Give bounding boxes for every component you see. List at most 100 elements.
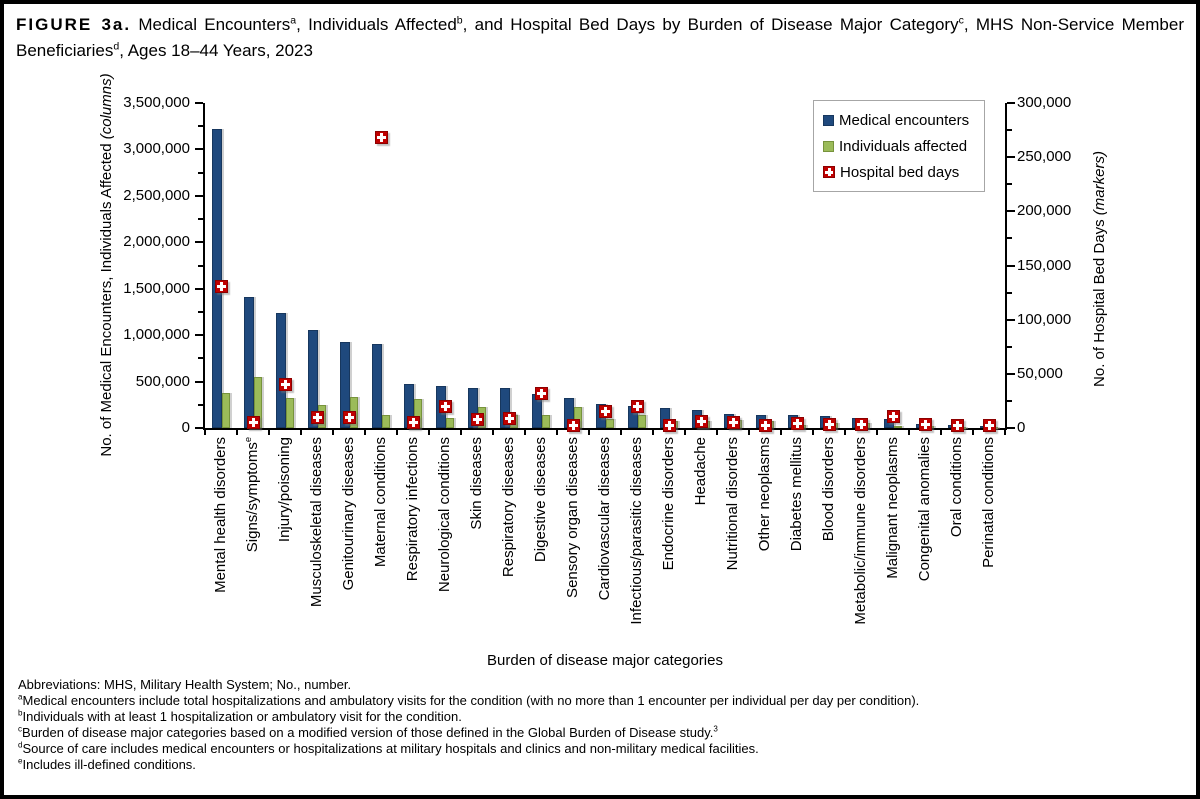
footnote-line: aMedical encounters include total hospit…	[18, 692, 920, 708]
y-axis-tick	[198, 311, 203, 313]
y-axis-tick	[195, 427, 203, 429]
bar-individuals-affected	[286, 398, 294, 428]
x-axis-tick	[908, 430, 910, 435]
x-axis-tick	[556, 430, 558, 435]
x-category-label: Digestive diseases	[532, 437, 549, 563]
x-axis-tick	[716, 430, 718, 435]
x-category-label: Skin diseases	[468, 437, 485, 530]
bottom-axis-line	[203, 428, 1007, 430]
x-category-label: Respiratory infections	[404, 437, 421, 582]
x-category-label: Diabetes mellitus	[788, 437, 805, 552]
hospital-bed-days-marker	[567, 419, 580, 432]
x-category-label: Mental health disorders	[212, 437, 229, 593]
x-axis-tick	[492, 430, 494, 435]
hospital-bed-days-marker	[375, 131, 388, 144]
x-category-label: Musculoskeletal diseases	[308, 437, 325, 608]
x-category-label: Infectious/parasitic diseases	[628, 437, 645, 625]
bar-individuals-affected	[606, 419, 614, 428]
individuals-affected-swatch-icon	[823, 140, 834, 152]
y-axis-tick	[198, 218, 203, 220]
plot-area: 0 500,000 1,000,000 1,500,000 2,000,000 2,500…	[123, 94, 1071, 625]
hospital-bed-days-marker	[247, 416, 260, 429]
y-axis-tick	[195, 288, 203, 290]
x-axis-tick	[204, 430, 206, 435]
y-axis-tick-label: 200,000	[1017, 202, 1072, 219]
y-axis-tick	[1007, 373, 1015, 375]
y-axis-tick	[195, 148, 203, 150]
hospital-bed-days-marker	[823, 418, 836, 431]
x-category-label: Other neoplasms	[756, 437, 773, 552]
hospital-bed-days-marker	[631, 400, 644, 413]
hospital-bed-days-marker	[727, 416, 740, 429]
hospital-bed-days-marker	[279, 378, 292, 391]
bar-medical-encounters	[212, 129, 222, 428]
hospital-bed-days-marker	[663, 419, 676, 432]
x-axis-tick	[268, 430, 270, 435]
hospital-bed-days-marker	[439, 400, 452, 413]
x-axis-tick	[684, 430, 686, 435]
x-category-label: Genitourinary diseases	[340, 437, 357, 591]
hospital-bed-days-marker	[599, 405, 612, 418]
y-axis-tick	[1007, 156, 1015, 158]
x-axis-tick	[524, 430, 526, 435]
hospital-bed-days-marker	[311, 411, 324, 424]
x-axis-tick	[364, 430, 366, 435]
x-category-label: Injury/poisoning	[276, 437, 293, 543]
figure-number: FIGURE 3a.	[16, 15, 132, 34]
x-category-label: Endocrine disorders	[660, 437, 677, 571]
figure-title-text: Medical Encountersa, Individuals Affecte…	[16, 14, 1184, 60]
x-axis-tick	[780, 430, 782, 435]
right-axis-line	[1005, 103, 1007, 430]
footnote-line: eIncludes ill-defined conditions.	[18, 756, 196, 772]
x-axis-tick	[812, 430, 814, 435]
hospital-bed-days-marker	[215, 280, 228, 293]
hospital-bed-days-marker	[855, 418, 868, 431]
y-axis-tick-label: 2,000,000	[123, 233, 190, 250]
x-category-label: Headache	[692, 437, 709, 506]
x-axis-tick	[236, 430, 238, 435]
y-axis-tick-label: 0	[1017, 419, 1026, 436]
bar-medical-encounters	[500, 388, 510, 428]
bar-individuals-affected	[382, 415, 390, 428]
y-axis-tick	[1007, 237, 1012, 239]
bar-medical-encounters	[244, 297, 254, 428]
bar-medical-encounters	[308, 330, 318, 428]
y-axis-tick-label: 250,000	[1017, 148, 1072, 165]
x-category-label: Cardiovascular diseases	[596, 437, 613, 601]
x-category-label: Congenital anomalies	[916, 437, 933, 582]
y-axis-tick-label: 100,000	[1017, 311, 1072, 328]
x-category-label: Signs/symptomse	[243, 437, 261, 553]
hospital-bed-days-marker	[791, 417, 804, 430]
y-axis-tick	[198, 172, 203, 174]
bar-individuals-affected	[446, 418, 454, 428]
x-axis-tick	[972, 430, 974, 435]
x-axis-tick	[940, 430, 942, 435]
right-axis-title-main: No. of Hospital Bed Days	[1091, 215, 1108, 387]
x-category-label: Maternal conditions	[372, 437, 389, 568]
hospital-bed-days-marker	[919, 418, 932, 431]
y-axis-tick-label: 3,000,000	[123, 140, 190, 157]
hospital-bed-days-marker	[535, 387, 548, 400]
footnote-line: Abbreviations: MHS, Military Health Syst…	[18, 677, 352, 692]
figure-title: FIGURE 3a. Medical Encountersa, Individu…	[16, 12, 1184, 64]
x-axis-tick	[876, 430, 878, 435]
footnote-line: cBurden of disease major categories base…	[18, 724, 718, 740]
y-axis-tick	[1007, 265, 1015, 267]
x-axis-tick	[1004, 430, 1006, 435]
legend-label: Individuals affected	[839, 137, 968, 155]
hospital-bed-days-marker	[983, 419, 996, 432]
hospital-bed-days-marker	[343, 411, 356, 424]
y-axis-tick-label: 150,000	[1017, 257, 1072, 274]
legend-item-hospital-bed-days: Hospital bed days	[823, 159, 984, 185]
x-axis-tick	[300, 430, 302, 435]
y-axis-tick-label: 300,000	[1017, 94, 1072, 111]
y-axis-tick	[195, 102, 203, 104]
left-axis-line	[203, 103, 205, 430]
legend: Medical encounters Individuals affected …	[813, 100, 985, 192]
hospital-bed-days-marker	[887, 410, 900, 423]
footnotes: Abbreviations: MHS, Military Health Syst…	[18, 677, 1188, 773]
bar-individuals-affected	[222, 393, 230, 428]
x-category-label: Perinatal conditions	[980, 437, 997, 568]
legend-label: Hospital bed days	[840, 163, 960, 181]
bar-individuals-affected	[638, 415, 646, 428]
